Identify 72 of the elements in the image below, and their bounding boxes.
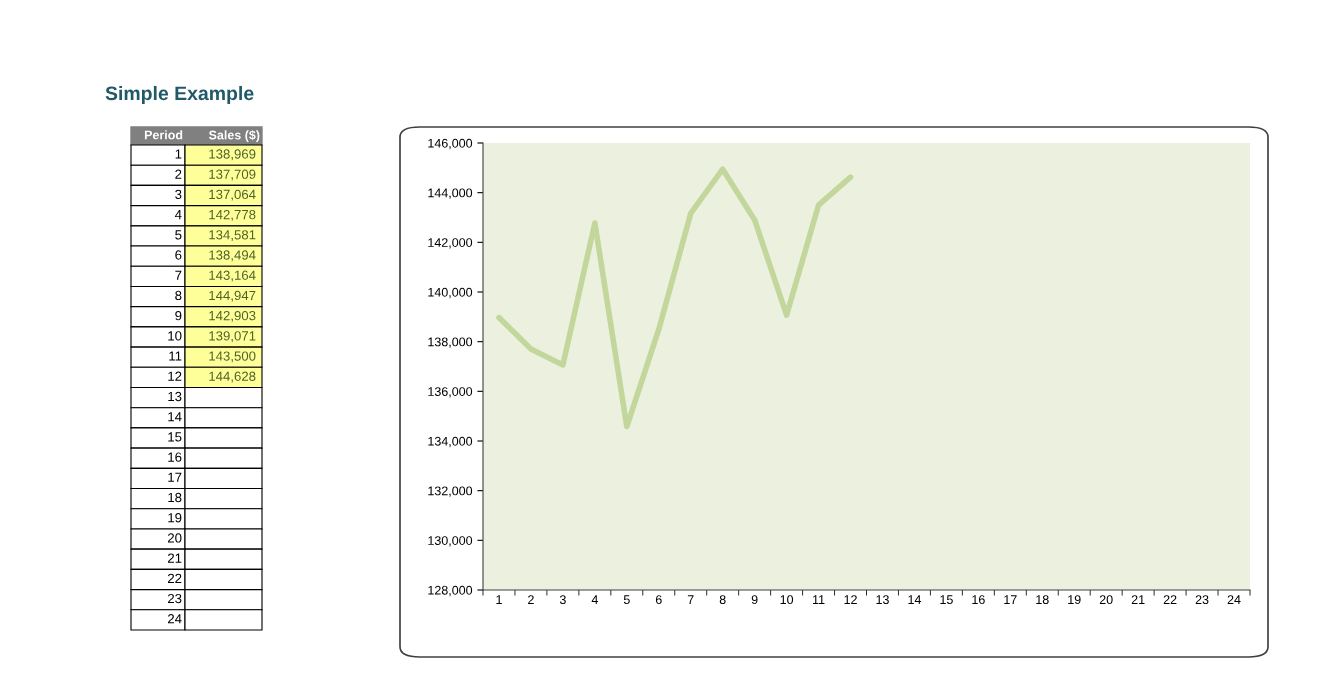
x-tick-label: 4 xyxy=(591,595,598,604)
x-tick-label: 5 xyxy=(623,595,630,605)
text: 139,071 xyxy=(209,331,256,343)
category-label: 19 xyxy=(168,513,182,523)
category-label: 14 xyxy=(168,412,182,422)
category-label: 15 xyxy=(168,432,182,442)
category-label: 21 xyxy=(167,553,182,563)
x-tick-label: 17 xyxy=(1004,595,1017,604)
category-label: 7 xyxy=(175,270,182,280)
y-tick-label: 138,000 xyxy=(428,337,473,348)
y-tick-label: 132,000 xyxy=(428,486,473,497)
y-tick-label: 128,000 xyxy=(428,585,473,597)
category-label: 17 xyxy=(168,472,182,482)
text: 138,969 xyxy=(209,149,256,161)
y-tick-label: 146,000 xyxy=(428,138,473,150)
category-label: 1 xyxy=(175,149,182,159)
category-label: 4 xyxy=(174,210,182,220)
x-tick-label: 13 xyxy=(876,595,889,605)
category-label: 16 xyxy=(168,452,182,462)
x-tick-label: 11 xyxy=(813,595,825,604)
x-tick-label: 16 xyxy=(972,595,985,605)
y-tick-label: 144,000 xyxy=(428,188,473,199)
text: 143,164 xyxy=(209,270,256,282)
text: 144,628 xyxy=(209,371,256,383)
x-tick-label: 21 xyxy=(1131,595,1145,604)
text: Sales ($) xyxy=(208,130,260,142)
x-tick-label: 6 xyxy=(655,595,662,605)
x-tick-label: 14 xyxy=(908,595,922,604)
x-tick-label: 20 xyxy=(1099,595,1113,605)
y-tick-label: 134,000 xyxy=(428,436,473,448)
x-tick-label: 7 xyxy=(687,595,694,604)
text: 142,903 xyxy=(209,310,256,322)
text: Simple Example xyxy=(105,85,254,105)
category-label: 12 xyxy=(168,371,182,381)
text: 134,581 xyxy=(209,230,256,242)
y-tick-label: 130,000 xyxy=(428,536,473,547)
x-tick-label: 2 xyxy=(528,595,534,604)
x-tick-label: 23 xyxy=(1195,595,1209,605)
text: 138,494 xyxy=(209,250,256,262)
y-tick-label: 140,000 xyxy=(428,287,473,299)
text: 143,500 xyxy=(209,351,256,363)
x-tick-label: 18 xyxy=(1036,595,1049,605)
category-label: 10 xyxy=(168,331,182,341)
category-label: 20 xyxy=(167,533,182,543)
category-label: 3 xyxy=(175,189,182,200)
x-tick-label: 8 xyxy=(719,595,726,605)
category-label: 5 xyxy=(175,230,182,240)
x-tick-label: 19 xyxy=(1068,595,1081,605)
category-label: 13 xyxy=(168,391,182,402)
category-label: 22 xyxy=(167,573,182,583)
text: 144,947 xyxy=(209,290,256,302)
text: 137,064 xyxy=(209,189,256,201)
text: Period xyxy=(144,130,183,140)
category-label: 11 xyxy=(169,351,182,361)
x-tick-label: 24 xyxy=(1227,595,1241,604)
category-label: 18 xyxy=(168,492,182,503)
category-label: 24 xyxy=(167,614,182,624)
x-tick-label: 12 xyxy=(844,595,857,604)
x-tick-label: 15 xyxy=(940,595,953,605)
category-label: 2 xyxy=(175,169,182,179)
y-tick-label: 142,000 xyxy=(428,238,473,249)
text: 137,709 xyxy=(209,169,256,181)
x-tick-label: 9 xyxy=(751,595,758,605)
y-tick-label: 136,000 xyxy=(428,387,473,398)
category-label: 9 xyxy=(175,310,182,321)
text: 142,778 xyxy=(209,209,256,221)
x-tick-label: 3 xyxy=(559,595,566,605)
category-label: 6 xyxy=(175,250,182,260)
x-tick-label: 22 xyxy=(1163,595,1177,604)
x-tick-label: 1 xyxy=(496,595,502,604)
x-tick-label: 10 xyxy=(780,595,794,605)
category-label: 8 xyxy=(175,290,182,301)
